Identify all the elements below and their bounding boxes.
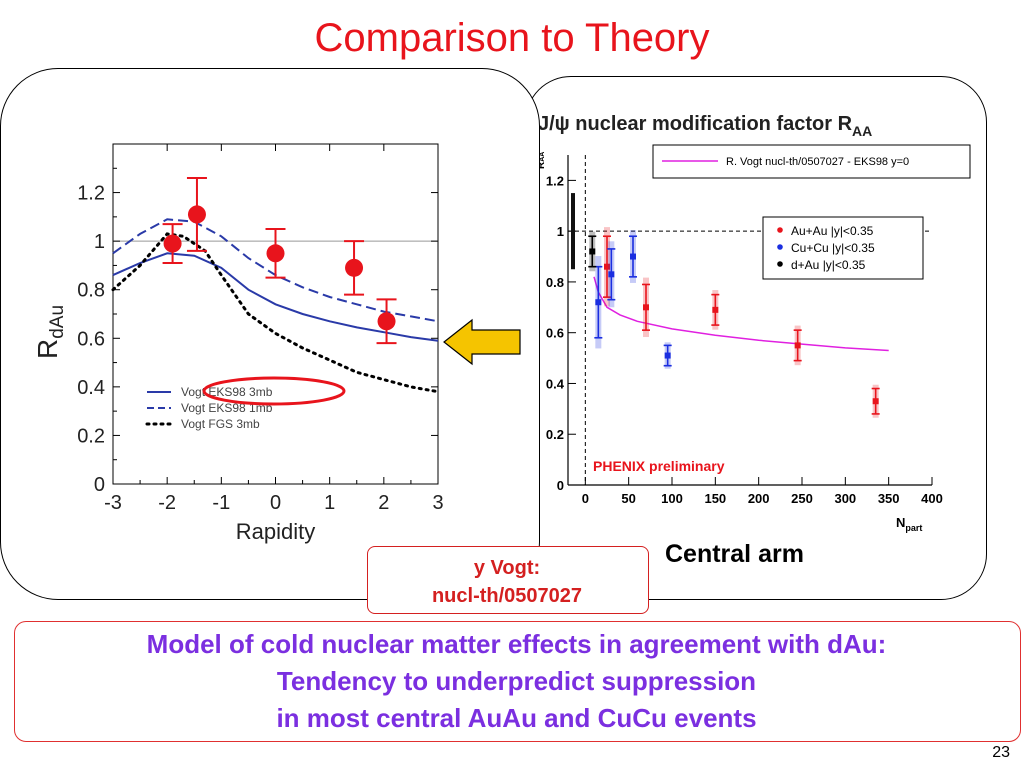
- right-chart-title: J/ψ nuclear modification factor RAA: [538, 113, 872, 139]
- data-point: [163, 234, 182, 253]
- data-point: [604, 263, 610, 270]
- series-legend-swatch: [777, 227, 783, 233]
- page-number: 23: [992, 744, 1010, 761]
- x-tick-label: 300: [834, 491, 856, 506]
- highlight-ellipse: [202, 376, 346, 406]
- data-point: [345, 258, 364, 277]
- x-tick-label: 3: [432, 492, 443, 514]
- y-tick-label: 0.4: [77, 377, 105, 399]
- data-point: [608, 271, 615, 278]
- y-tick-label: 0.2: [546, 427, 564, 442]
- series-legend-swatch: [777, 244, 783, 250]
- x-tick-label: 50: [621, 491, 635, 506]
- slide-title: Comparison to Theory: [314, 16, 710, 60]
- reference-author: Vogt:: [490, 557, 541, 579]
- data-point: [664, 352, 671, 359]
- y-tick-label: 1.2: [546, 173, 564, 188]
- x-axis-label: Rapidity: [236, 519, 315, 544]
- x-tick-label: 1: [324, 492, 335, 514]
- legend-label: Vogt FGS 3mb: [181, 417, 260, 431]
- x-tick-label: 150: [704, 491, 726, 506]
- y-axis-label: RAA: [536, 152, 547, 169]
- left-chart-panel: -3 -2 -1 0 1 2 3 0 0.2 0.4 0.6 0.8 1 1.2 RdAu Rapidity V…: [0, 68, 540, 600]
- x-tick-label: 0: [270, 492, 281, 514]
- y-tick-label: 0.6: [546, 326, 564, 341]
- y-tick-label: 0.2: [77, 425, 105, 447]
- global-syst-bar: [571, 193, 575, 270]
- reference-box: [367, 546, 649, 614]
- reference-prefix: y: [473, 557, 485, 579]
- data-point: [595, 299, 602, 306]
- x-tick-label: 2: [378, 492, 389, 514]
- data-point: [872, 398, 879, 405]
- raa-chart: J/ψ nuclear modification factor RAA 0 0.2 0…: [536, 113, 971, 533]
- data-point: [266, 244, 285, 263]
- y-tick-label: 1: [94, 231, 105, 253]
- phenix-preliminary-label: PHENIX preliminary: [593, 458, 725, 474]
- x-tick-label: -1: [212, 492, 230, 514]
- x-tick-label: 350: [878, 491, 900, 506]
- y-tick-label: 1: [557, 224, 564, 239]
- left-arrow-icon: [443, 318, 521, 366]
- data-point: [589, 248, 596, 255]
- x-tick-label: 200: [748, 491, 770, 506]
- series-legend-label: Au+Au |y|<0.35: [791, 224, 874, 238]
- data-point: [643, 304, 649, 311]
- theory-curve: [112, 252, 439, 342]
- series-legend-box: [762, 216, 924, 280]
- theory-curve: [111, 232, 440, 394]
- x-tick-label: 250: [791, 491, 813, 506]
- central-arm-label: Central arm: [665, 540, 804, 568]
- series-legend-label: d+Au |y|<0.35: [791, 258, 866, 272]
- x-tick-label: 400: [921, 491, 943, 506]
- y-tick-label: 1.2: [77, 183, 105, 205]
- x-tick-label: -3: [104, 492, 122, 514]
- reference-text: y Vogt: nucl-th/0507027: [367, 554, 647, 610]
- theory-curve: [593, 276, 889, 352]
- rdau-chart: -3 -2 -1 0 1 2 3 0 0.2 0.4 0.6 0.8 1 1.2 RdAu Rapidity V…: [32, 143, 444, 544]
- data-point: [187, 205, 206, 224]
- data-point: [377, 312, 396, 331]
- conclusion-line-2: Tendency to underpredict suppression: [276, 666, 757, 696]
- data-point: [794, 342, 801, 349]
- x-tick-label: -2: [158, 492, 176, 514]
- data-point: [712, 306, 719, 313]
- x-tick-label: 0: [582, 491, 589, 506]
- y-tick-label: 0.4: [546, 376, 565, 391]
- series-legend-swatch: [777, 261, 783, 267]
- y-tick-label: 0.8: [546, 275, 564, 290]
- y-axis-label: RdAu: [32, 305, 68, 359]
- conclusion-box: [14, 621, 1021, 742]
- series-legend-label: Cu+Cu |y|<0.35: [791, 241, 875, 255]
- conclusion-line-1: Model of cold nuclear matter effects in …: [146, 629, 887, 659]
- data-point: [630, 253, 636, 260]
- y-tick-label: 0.8: [77, 280, 105, 302]
- y-tick-label: 0: [94, 474, 105, 496]
- y-tick-label: 0.6: [77, 328, 105, 350]
- conclusion-line-3: in most central AuAu and CuCu events: [276, 703, 757, 733]
- x-tick-label: 100: [661, 491, 683, 506]
- theory-legend-label: R. Vogt nucl-th/0507027 - EKS98 y=0: [726, 156, 909, 168]
- legend-label: Vogt EKS98 3mb: [181, 385, 273, 399]
- right-chart-panel: J/ψ nuclear modification factor RAA 0 0.2 0…: [525, 76, 987, 600]
- reference-id: nucl-th/0507027: [431, 585, 583, 607]
- y-tick-label: 0: [557, 478, 564, 493]
- x-axis-label: Npart: [896, 515, 922, 533]
- conclusion-text: Model of cold nuclear matter effects in …: [14, 626, 1019, 737]
